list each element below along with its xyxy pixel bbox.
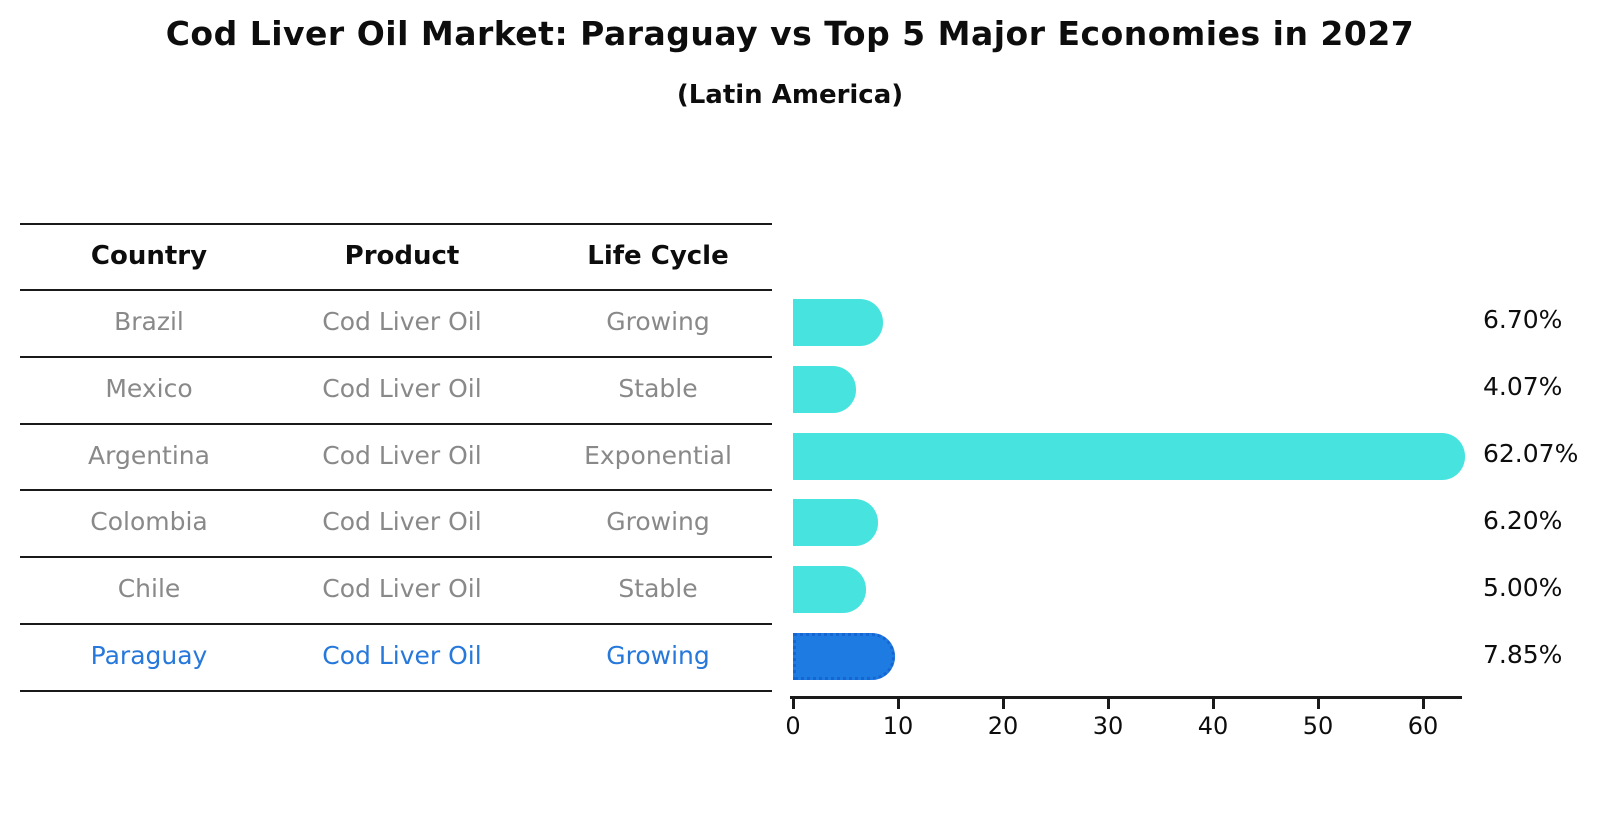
table-row-brazil: Brazil Cod Liver Oil Growing: [0, 289, 800, 356]
bar-colombia: [793, 499, 879, 547]
cell-country: Chile: [117, 574, 181, 604]
table-row-line: [20, 623, 772, 626]
col-header-country: Country: [90, 241, 208, 271]
x-tick-label: 20: [987, 712, 1019, 740]
table-row-argentina: Argentina Cod Liver Oil Exponential: [0, 423, 800, 490]
cell-life-cycle: Growing: [606, 307, 710, 336]
table-row-line: [20, 556, 772, 559]
cell-life-cycle: Stable: [618, 574, 698, 604]
x-tick-label: 30: [1092, 712, 1124, 740]
value-label-mexico: 4.07%: [1483, 372, 1563, 402]
cell-country: Argentina: [88, 440, 210, 470]
cell-country: Mexico: [105, 373, 193, 403]
x-tick-label: 0: [785, 712, 801, 740]
chart-subtitle: (Latin America): [676, 80, 904, 110]
bar-brazil: [793, 298, 884, 346]
table-row-line: [20, 489, 772, 492]
col-header-product: Product: [344, 241, 460, 271]
table-row-colombia: Colombia Cod Liver Oil Growing: [0, 489, 800, 556]
cell-product: Cod Liver Oil: [322, 307, 482, 336]
cell-life-cycle: Growing: [606, 507, 710, 537]
x-axis-line: [790, 696, 1462, 699]
value-label-colombia: 6.20%: [1483, 505, 1563, 535]
x-tick-mark: [1422, 699, 1425, 709]
table-row-line: [20, 355, 772, 358]
bar-chile: [793, 566, 866, 614]
table-row-paraguay: Paraguay Cod Liver Oil Growing: [0, 623, 800, 690]
x-tick-label: 60: [1407, 712, 1439, 740]
cell-product: Cod Liver Oil: [322, 440, 482, 470]
x-tick-mark: [1317, 699, 1320, 709]
table-row-mexico: Mexico Cod Liver Oil Stable: [0, 356, 800, 423]
x-tick-mark: [897, 699, 900, 709]
x-tick-label: 50: [1302, 712, 1334, 740]
cell-product: Cod Liver Oil: [322, 574, 482, 604]
x-tick-mark: [1002, 699, 1005, 709]
x-tick-label: 10: [882, 712, 914, 740]
cell-life-cycle: Growing: [606, 641, 710, 671]
table-top-line: [20, 223, 772, 225]
table-row-line: [20, 689, 772, 692]
value-label-argentina: 62.07%: [1483, 439, 1579, 469]
bar-paraguay: [793, 633, 896, 681]
chart-title: Cod Liver Oil Market: Paraguay vs Top 5 …: [165, 14, 1415, 53]
col-header-life-cycle: Life Cycle: [587, 241, 729, 271]
bar-mexico: [793, 365, 856, 413]
x-tick-mark: [792, 699, 795, 709]
cell-country: Brazil: [114, 307, 184, 336]
x-tick-mark: [1107, 699, 1110, 709]
value-label-brazil: 6.70%: [1483, 305, 1563, 335]
cell-country: Paraguay: [90, 641, 208, 671]
cell-product: Cod Liver Oil: [322, 507, 482, 537]
x-tick-label: 40: [1197, 712, 1229, 740]
cell-product: Cod Liver Oil: [322, 641, 482, 671]
x-tick-mark: [1212, 699, 1215, 709]
value-label-paraguay: 7.85%: [1483, 639, 1563, 669]
table-header-row: Country Product Life Cycle: [0, 223, 800, 289]
table-header-line: [20, 289, 772, 291]
cell-life-cycle: Stable: [618, 373, 698, 403]
cell-country: Colombia: [90, 507, 208, 537]
table-row-chile: Chile Cod Liver Oil Stable: [0, 556, 800, 623]
cell-product: Cod Liver Oil: [322, 373, 482, 403]
value-label-chile: 5.00%: [1483, 572, 1563, 602]
cell-life-cycle: Exponential: [584, 440, 732, 470]
bar-argentina: [793, 432, 1465, 480]
table-row-line: [20, 422, 772, 425]
